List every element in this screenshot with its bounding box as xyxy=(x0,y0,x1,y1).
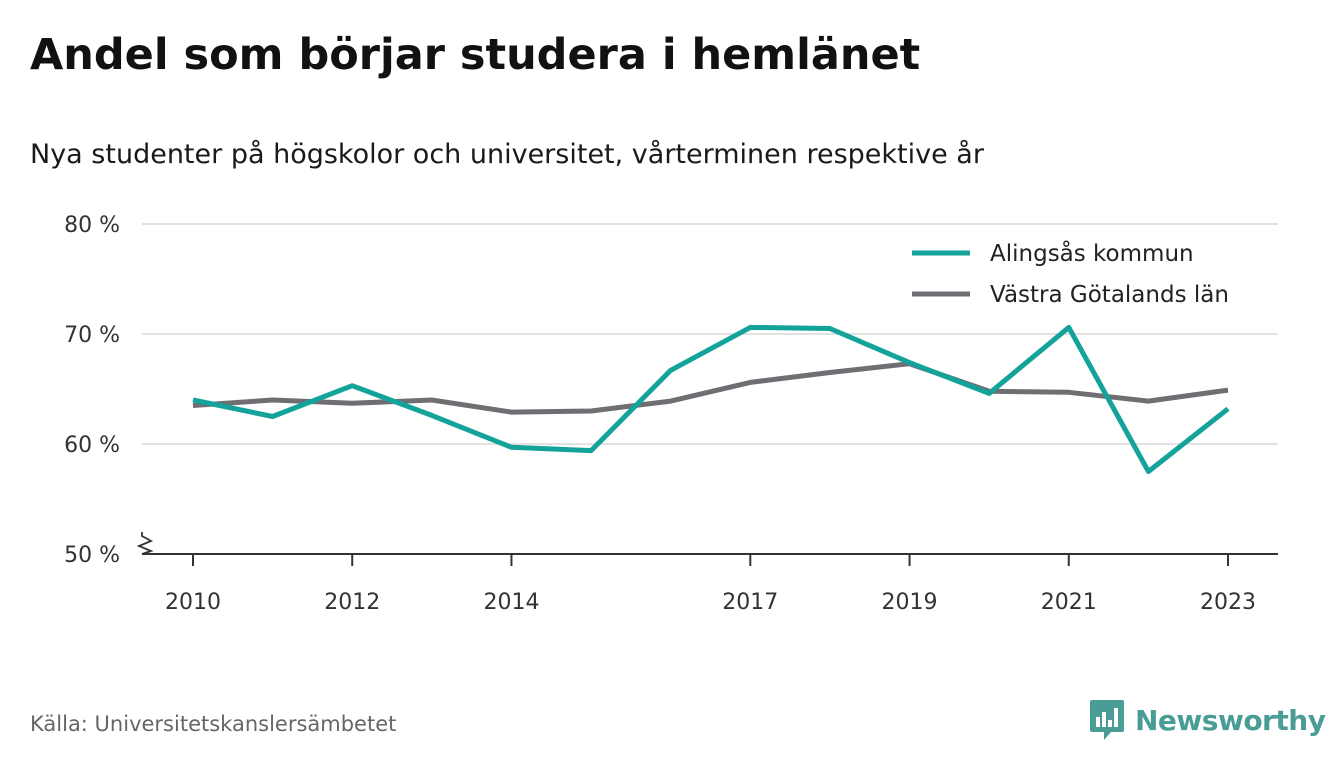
chart-title: Andel som börjar studera i hemlänet xyxy=(30,30,921,80)
legend-label: Alingsås kommun xyxy=(990,239,1194,267)
newsworthy-logo-icon xyxy=(1090,700,1124,740)
brand-logo: Newsworthy xyxy=(1089,698,1326,742)
x-tick-label: 2023 xyxy=(1200,590,1256,615)
chart-grid xyxy=(142,223,1278,445)
series-line-2 xyxy=(192,361,1229,415)
y-axis: 50 % 60 % 70 % 80 % xyxy=(64,213,120,568)
x-tick-label: 2010 xyxy=(165,590,221,615)
y-axis-break-marker xyxy=(136,532,154,555)
source-note: Källa: Universitetskanslersämbetet xyxy=(30,712,397,736)
legend-label: Västra Götalands län xyxy=(990,282,1229,308)
x-tick-label: 2014 xyxy=(483,590,539,615)
y-tick-label: 80 % xyxy=(64,213,120,238)
x-tick-label: 2019 xyxy=(882,590,938,615)
line-chart: 50 % 60 % 70 % 80 % 2010 2012 2014 2017 2019 202… xyxy=(64,213,1278,615)
y-tick-label: 60 % xyxy=(64,433,120,458)
chart-subtitle: Nya studenter på högskolor och universit… xyxy=(30,139,984,170)
y-tick-label: 70 % xyxy=(64,323,120,348)
brand-name: Newsworthy xyxy=(1135,703,1326,737)
x-tick-label: 2017 xyxy=(722,590,778,615)
x-axis: 2010 2012 2014 2017 2019 2021 2023 xyxy=(136,532,1278,615)
x-tick-label: 2021 xyxy=(1041,590,1097,615)
series-line-1 xyxy=(192,324,1230,474)
series-lines xyxy=(192,324,1230,474)
y-tick-label: 50 % xyxy=(64,543,120,568)
legend: Alingsås kommun Västra Götalands län xyxy=(912,239,1229,308)
x-tick-label: 2012 xyxy=(324,590,380,615)
